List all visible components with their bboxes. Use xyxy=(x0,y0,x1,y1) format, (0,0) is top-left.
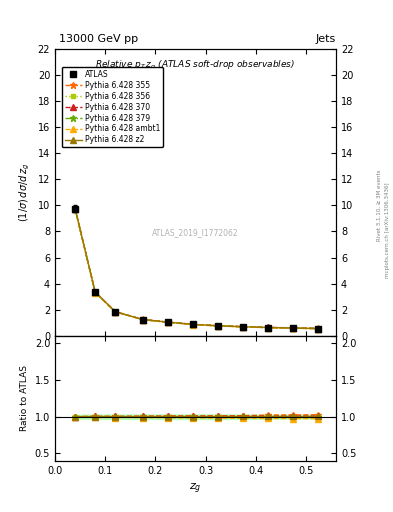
Text: mcplots.cern.ch [arXiv:1306.3436]: mcplots.cern.ch [arXiv:1306.3436] xyxy=(385,183,389,278)
Pythia 6.428 ambt1 xyxy=(216,323,220,329)
Pythia 6.428 ambt1 xyxy=(140,317,145,323)
Pythia 6.428 370 xyxy=(266,325,271,331)
Pythia 6.428 z2 xyxy=(93,289,97,295)
Pythia 6.428 z2 xyxy=(113,309,118,315)
Pythia 6.428 379 xyxy=(216,323,220,329)
Pythia 6.428 379 xyxy=(266,325,271,331)
Pythia 6.428 z2 xyxy=(266,325,271,331)
Pythia 6.428 355 xyxy=(165,319,170,325)
Pythia 6.428 370 xyxy=(93,289,97,295)
Pythia 6.428 370 xyxy=(73,205,77,211)
Legend: ATLAS, Pythia 6.428 355, Pythia 6.428 356, Pythia 6.428 370, Pythia 6.428 379, P: ATLAS, Pythia 6.428 355, Pythia 6.428 35… xyxy=(62,67,163,147)
Pythia 6.428 370 xyxy=(140,316,145,323)
Pythia 6.428 370 xyxy=(191,321,195,327)
Pythia 6.428 356 xyxy=(93,289,97,295)
Pythia 6.428 z2 xyxy=(73,205,77,211)
Text: 13000 GeV pp: 13000 GeV pp xyxy=(59,33,138,44)
Line: Pythia 6.428 355: Pythia 6.428 355 xyxy=(72,205,322,332)
Pythia 6.428 379 xyxy=(113,309,118,315)
Pythia 6.428 355 xyxy=(93,289,97,295)
X-axis label: $z_g$: $z_g$ xyxy=(189,481,202,496)
Line: Pythia 6.428 379: Pythia 6.428 379 xyxy=(72,205,322,332)
Pythia 6.428 ambt1 xyxy=(113,309,118,315)
Pythia 6.428 356 xyxy=(191,322,195,328)
Pythia 6.428 379 xyxy=(316,326,321,332)
Pythia 6.428 370 xyxy=(241,324,246,330)
Pythia 6.428 355 xyxy=(140,316,145,323)
Pythia 6.428 356 xyxy=(316,326,321,332)
Line: Pythia 6.428 ambt1: Pythia 6.428 ambt1 xyxy=(72,206,321,332)
Pythia 6.428 379 xyxy=(191,322,195,328)
Pythia 6.428 355 xyxy=(291,325,296,331)
Pythia 6.428 355 xyxy=(316,325,321,331)
Pythia 6.428 356 xyxy=(113,309,118,315)
Pythia 6.428 ambt1 xyxy=(241,324,246,330)
Pythia 6.428 355 xyxy=(216,323,220,329)
Pythia 6.428 355 xyxy=(73,205,77,211)
Pythia 6.428 370 xyxy=(165,319,170,325)
Pythia 6.428 ambt1 xyxy=(291,325,296,331)
Pythia 6.428 356 xyxy=(241,324,246,330)
Pythia 6.428 ambt1 xyxy=(165,319,170,326)
Y-axis label: Ratio to ATLAS: Ratio to ATLAS xyxy=(20,366,29,431)
Pythia 6.428 z2 xyxy=(241,324,246,330)
Pythia 6.428 355 xyxy=(191,321,195,327)
Y-axis label: $(1/\sigma)\,d\sigma/d\,z_g$: $(1/\sigma)\,d\sigma/d\,z_g$ xyxy=(18,162,32,222)
Pythia 6.428 z2 xyxy=(165,319,170,325)
Pythia 6.428 355 xyxy=(266,324,271,330)
Pythia 6.428 z2 xyxy=(316,326,321,332)
Pythia 6.428 z2 xyxy=(216,323,220,329)
Text: ATLAS_2019_I1772062: ATLAS_2019_I1772062 xyxy=(152,228,239,237)
Line: Pythia 6.428 370: Pythia 6.428 370 xyxy=(72,206,321,331)
Pythia 6.428 356 xyxy=(266,325,271,331)
Pythia 6.428 z2 xyxy=(291,325,296,331)
Pythia 6.428 356 xyxy=(291,325,296,331)
Pythia 6.428 370 xyxy=(113,309,118,315)
Pythia 6.428 355 xyxy=(113,309,118,315)
Pythia 6.428 356 xyxy=(73,206,77,212)
Text: Rivet 3.1.10, ≥ 3M events: Rivet 3.1.10, ≥ 3M events xyxy=(377,169,382,241)
Text: Jets: Jets xyxy=(316,33,336,44)
Pythia 6.428 379 xyxy=(73,206,77,212)
Pythia 6.428 370 xyxy=(216,323,220,329)
Pythia 6.428 355 xyxy=(241,324,246,330)
Line: Pythia 6.428 z2: Pythia 6.428 z2 xyxy=(72,206,321,331)
Pythia 6.428 z2 xyxy=(191,322,195,328)
Pythia 6.428 379 xyxy=(165,319,170,325)
Pythia 6.428 379 xyxy=(241,324,246,330)
Pythia 6.428 z2 xyxy=(140,316,145,323)
Pythia 6.428 356 xyxy=(216,323,220,329)
Pythia 6.428 370 xyxy=(291,325,296,331)
Pythia 6.428 ambt1 xyxy=(73,206,77,212)
Pythia 6.428 379 xyxy=(93,289,97,295)
Pythia 6.428 ambt1 xyxy=(191,322,195,328)
Pythia 6.428 356 xyxy=(165,319,170,325)
Pythia 6.428 ambt1 xyxy=(316,326,321,332)
Pythia 6.428 ambt1 xyxy=(266,325,271,331)
Pythia 6.428 ambt1 xyxy=(93,289,97,295)
Pythia 6.428 356 xyxy=(140,316,145,323)
Pythia 6.428 370 xyxy=(316,326,321,332)
Text: Relative $p_T\,z_g$ (ATLAS soft-drop observables): Relative $p_T\,z_g$ (ATLAS soft-drop obs… xyxy=(95,59,296,72)
Pythia 6.428 379 xyxy=(140,316,145,323)
Pythia 6.428 379 xyxy=(291,325,296,331)
Line: Pythia 6.428 356: Pythia 6.428 356 xyxy=(73,206,321,331)
